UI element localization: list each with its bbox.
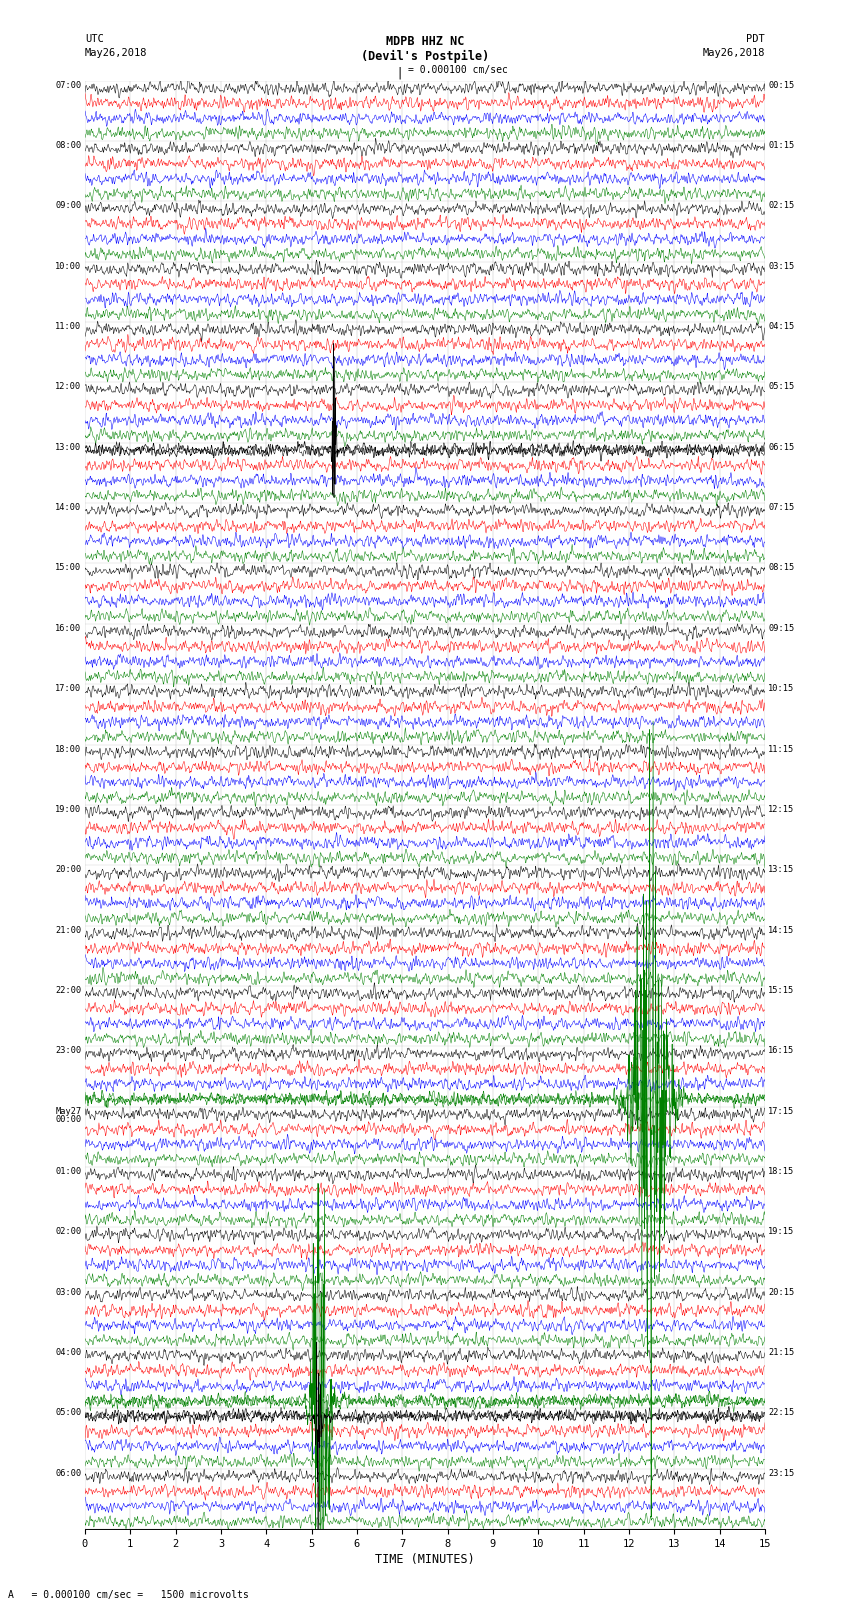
- Text: 13:15: 13:15: [768, 865, 795, 874]
- Text: 01:00: 01:00: [55, 1168, 82, 1176]
- Text: 03:15: 03:15: [768, 261, 795, 271]
- Text: 18:15: 18:15: [768, 1168, 795, 1176]
- Text: 10:15: 10:15: [768, 684, 795, 694]
- Text: 22:00: 22:00: [55, 986, 82, 995]
- Text: UTC: UTC: [85, 34, 104, 44]
- Text: 11:00: 11:00: [55, 323, 82, 331]
- Text: 06:00: 06:00: [55, 1469, 82, 1478]
- Text: 15:15: 15:15: [768, 986, 795, 995]
- Text: 18:00: 18:00: [55, 745, 82, 753]
- Text: 09:00: 09:00: [55, 202, 82, 210]
- Text: 14:15: 14:15: [768, 926, 795, 934]
- Text: 02:15: 02:15: [768, 202, 795, 210]
- Text: 10:00: 10:00: [55, 261, 82, 271]
- Text: 03:00: 03:00: [55, 1287, 82, 1297]
- Text: 23:00: 23:00: [55, 1047, 82, 1055]
- Text: 19:00: 19:00: [55, 805, 82, 815]
- Text: 19:15: 19:15: [768, 1227, 795, 1236]
- Text: 15:00: 15:00: [55, 563, 82, 573]
- Text: 23:15: 23:15: [768, 1469, 795, 1478]
- Text: May26,2018: May26,2018: [702, 48, 765, 58]
- Text: 08:00: 08:00: [55, 140, 82, 150]
- Text: 07:15: 07:15: [768, 503, 795, 511]
- X-axis label: TIME (MINUTES): TIME (MINUTES): [375, 1553, 475, 1566]
- Text: 13:00: 13:00: [55, 444, 82, 452]
- Text: 08:15: 08:15: [768, 563, 795, 573]
- Text: (Devil's Postpile): (Devil's Postpile): [361, 50, 489, 63]
- Text: 02:00: 02:00: [55, 1227, 82, 1236]
- Text: 04:00: 04:00: [55, 1348, 82, 1357]
- Text: 07:00: 07:00: [55, 81, 82, 90]
- Text: 14:00: 14:00: [55, 503, 82, 511]
- Text: 22:15: 22:15: [768, 1408, 795, 1418]
- Text: 16:00: 16:00: [55, 624, 82, 632]
- Text: 00:15: 00:15: [768, 81, 795, 90]
- Text: 11:15: 11:15: [768, 745, 795, 753]
- Text: PDT: PDT: [746, 34, 765, 44]
- Text: May27
00:00: May27 00:00: [55, 1107, 82, 1124]
- Text: 01:15: 01:15: [768, 140, 795, 150]
- Text: 20:00: 20:00: [55, 865, 82, 874]
- Text: 06:15: 06:15: [768, 444, 795, 452]
- Text: May26,2018: May26,2018: [85, 48, 148, 58]
- Text: 05:00: 05:00: [55, 1408, 82, 1418]
- Text: 21:00: 21:00: [55, 926, 82, 934]
- Text: A   = 0.000100 cm/sec =   1500 microvolts: A = 0.000100 cm/sec = 1500 microvolts: [8, 1590, 249, 1600]
- Text: 05:15: 05:15: [768, 382, 795, 392]
- Text: = 0.000100 cm/sec: = 0.000100 cm/sec: [408, 65, 507, 74]
- Text: $\mathsf{|}$: $\mathsf{|}$: [397, 65, 402, 81]
- Text: 17:15: 17:15: [768, 1107, 795, 1116]
- Text: 12:15: 12:15: [768, 805, 795, 815]
- Text: 17:00: 17:00: [55, 684, 82, 694]
- Text: 20:15: 20:15: [768, 1287, 795, 1297]
- Text: MDPB HHZ NC: MDPB HHZ NC: [386, 35, 464, 48]
- Text: 16:15: 16:15: [768, 1047, 795, 1055]
- Text: 12:00: 12:00: [55, 382, 82, 392]
- Text: 21:15: 21:15: [768, 1348, 795, 1357]
- Text: 04:15: 04:15: [768, 323, 795, 331]
- Text: 09:15: 09:15: [768, 624, 795, 632]
